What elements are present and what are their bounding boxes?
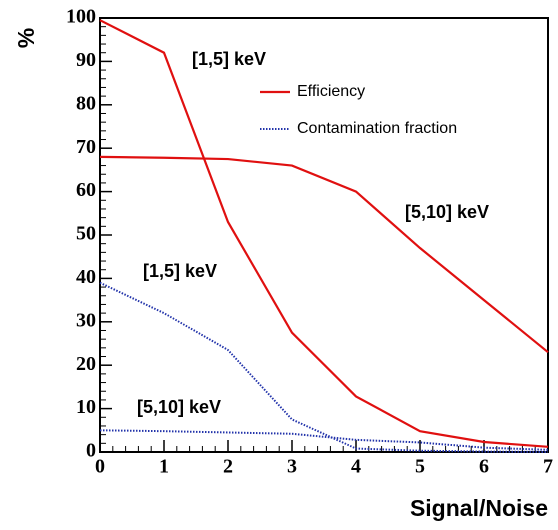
y-tick-label: 100: [66, 6, 96, 28]
y-tick-label: 40: [76, 266, 96, 288]
y-axis-label: %: [13, 28, 39, 48]
curve-label: [1,5] keV: [192, 49, 266, 69]
data-line: [99, 281, 549, 453]
y-tick-label: 30: [76, 309, 96, 331]
y-tick-label: 70: [76, 136, 96, 158]
y-tick-label: 10: [76, 396, 96, 418]
curve-label: [5,10] keV: [405, 202, 489, 222]
x-tick-label: 5: [415, 456, 425, 478]
x-tick-label: 1: [159, 456, 169, 478]
curve-label: [1,5] keV: [143, 261, 217, 281]
data-line: [99, 155, 549, 354]
x-tick-label: 0: [95, 456, 105, 478]
legend-label: Contamination fraction: [297, 120, 457, 137]
x-tick-label: 4: [351, 456, 361, 478]
x-tick-label: 2: [223, 456, 233, 478]
x-axis-label: Signal/Noise: [410, 495, 548, 521]
curve-label: [5,10] keV: [137, 397, 221, 417]
x-tick-label: 7: [543, 456, 553, 478]
y-tick-label: 90: [76, 49, 96, 71]
legend-label: Efficiency: [297, 83, 365, 100]
y-tick-label: 20: [76, 353, 96, 375]
x-tick-label: 3: [287, 456, 297, 478]
y-tick-label: 50: [76, 223, 96, 245]
data-line: [99, 19, 549, 448]
y-tick-label: 0: [86, 440, 96, 462]
x-tick-label: 6: [479, 456, 489, 478]
y-tick-label: 60: [76, 179, 96, 201]
y-tick-label: 80: [76, 92, 96, 114]
